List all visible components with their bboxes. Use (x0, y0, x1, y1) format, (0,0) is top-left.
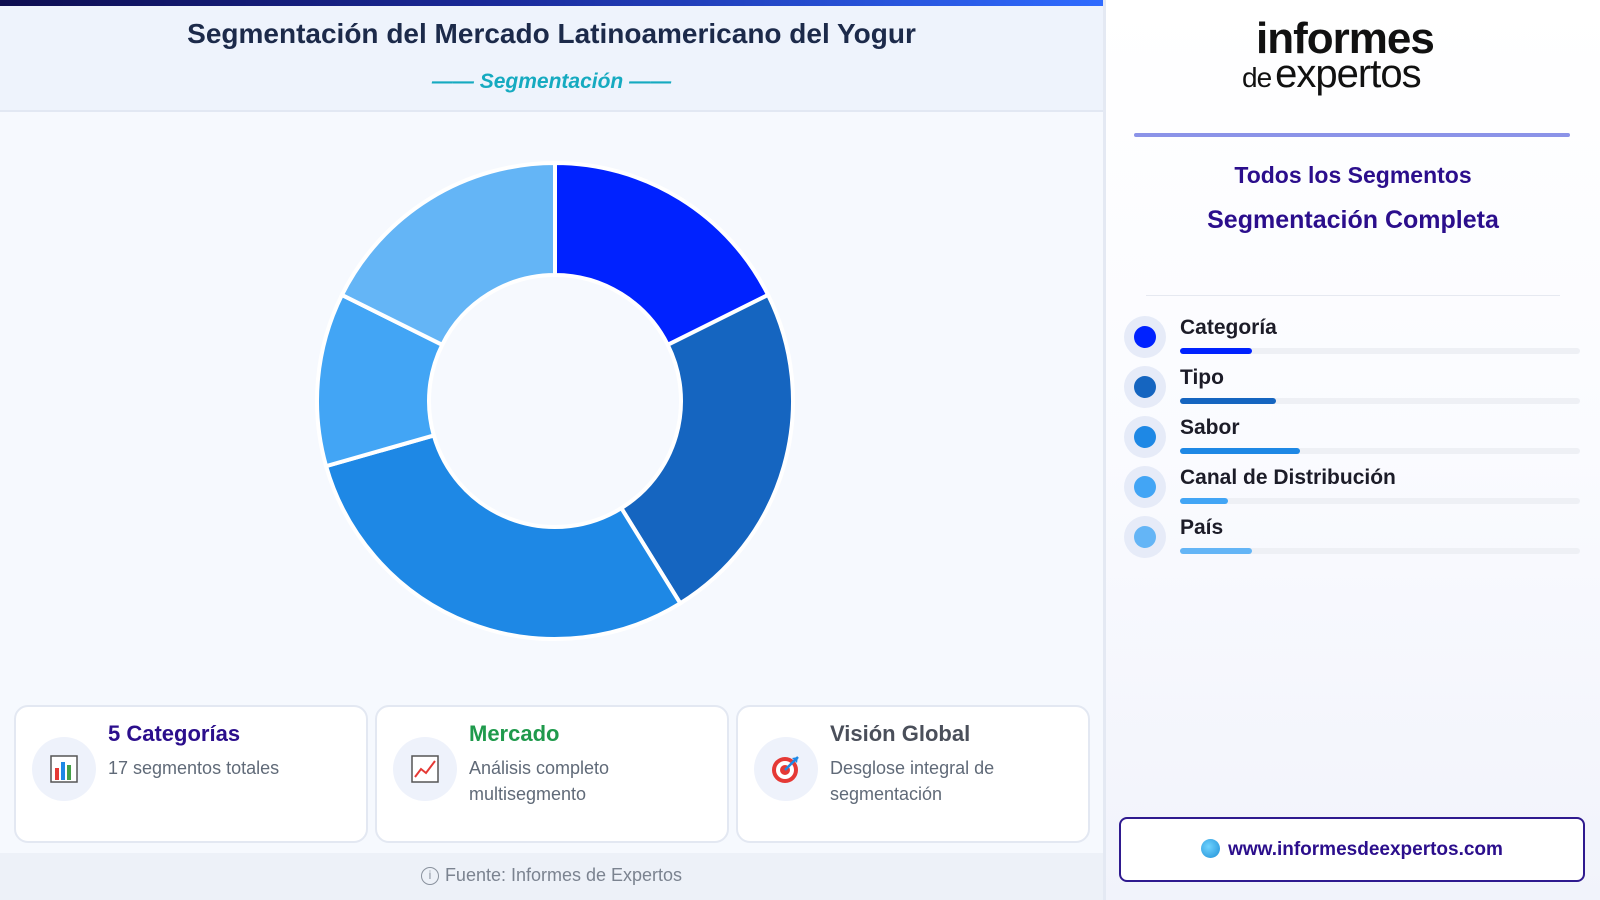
donut-slice-1[interactable] (553, 160, 771, 348)
donut-chart (315, 160, 795, 641)
donut-slice-2[interactable] (618, 292, 795, 607)
legend-marker (1134, 526, 1156, 548)
website-url: www.informesdeexpertos.com (1228, 839, 1503, 860)
card-text: Desglose integral de segmentación (830, 758, 995, 804)
donut-slice-3[interactable] (323, 433, 684, 641)
legend-marker (1134, 376, 1156, 398)
card-text: 17 segmentos totales (108, 758, 280, 778)
target-icon (754, 737, 818, 801)
bar-chart-icon (32, 737, 96, 801)
card-global-vision: Visión Global Desglose integral de segme… (736, 705, 1090, 843)
legend-marker (1134, 326, 1156, 348)
legend-bar-fill (1180, 448, 1300, 454)
legend-marker (1134, 426, 1156, 448)
legend-item[interactable]: Categoría (1118, 310, 1588, 358)
legend-item[interactable]: Sabor (1118, 410, 1588, 458)
trend-chart-icon (393, 737, 457, 801)
source-footer: i Fuente: Informes de Expertos (0, 853, 1103, 900)
page-title: Segmentación del Mercado Latinoamericano… (187, 18, 916, 49)
legend-bar-track (1180, 498, 1580, 504)
legend-item[interactable]: País (1118, 510, 1588, 558)
legend-label: País (1180, 516, 1224, 539)
legend-item[interactable]: Tipo (1118, 360, 1588, 408)
source-text: Fuente: Informes de Expertos (444, 865, 683, 885)
sidebar: informes de expertos Todos los Segmentos … (1106, 0, 1600, 900)
legend-bar-fill (1180, 398, 1276, 404)
legend-bar-track (1180, 548, 1580, 554)
top-accent-bar (0, 0, 1103, 6)
card-title: Mercado (469, 721, 560, 746)
legend-bar-fill (1180, 548, 1252, 554)
chart-area (0, 112, 1103, 692)
sidebar-divider (1146, 295, 1560, 296)
globe-icon (1201, 839, 1221, 858)
donut-slice-5[interactable] (339, 160, 557, 348)
sidebar-subtitle: Segmentación Completa (1207, 206, 1499, 234)
chart-header: Segmentación del Mercado Latinoamericano… (0, 6, 1103, 112)
sidebar-rule (1134, 133, 1570, 137)
card-categories: 5 Categorías 17 segmentos totales (14, 705, 368, 843)
info-icon: i (420, 867, 439, 885)
logo-text-de: de (1242, 62, 1272, 93)
legend-label: Categoría (1180, 316, 1277, 339)
legend-bar-track (1180, 348, 1580, 354)
logo-text-top: informes (1256, 14, 1435, 63)
summary-cards: 5 Categorías 17 segmentos totales Mercad… (14, 705, 1090, 843)
card-market: Mercado Análisis completo multisegmento (375, 705, 729, 843)
website-link[interactable]: www.informesdeexpertos.com (1119, 817, 1585, 882)
logo-text-expertos: expertos (1275, 52, 1421, 96)
legend-bar-fill (1180, 348, 1252, 354)
logo-text-bottom: de expertos (1242, 52, 1422, 97)
legend-bar-fill (1180, 498, 1228, 504)
legend-label: Canal de Distribución (1180, 466, 1396, 489)
legend-label: Sabor (1180, 416, 1240, 439)
card-title: Visión Global (830, 721, 971, 746)
legend-bar-track (1180, 398, 1580, 404)
main-panel: Segmentación del Mercado Latinoamericano… (0, 0, 1103, 900)
legend-item[interactable]: Canal de Distribución (1118, 460, 1588, 508)
panel-divider (1103, 0, 1106, 900)
legend-bar-track (1180, 448, 1580, 454)
legend-label: Tipo (1180, 366, 1224, 389)
card-text: Análisis completo multisegmento (469, 758, 610, 804)
sidebar-title: Todos los Segmentos (1234, 162, 1472, 188)
brand-logo: informes de expertos (1106, 10, 1600, 100)
page-subtitle: —— Segmentación —— (431, 70, 672, 93)
legend-marker (1134, 476, 1156, 498)
card-title: 5 Categorías (108, 721, 241, 746)
